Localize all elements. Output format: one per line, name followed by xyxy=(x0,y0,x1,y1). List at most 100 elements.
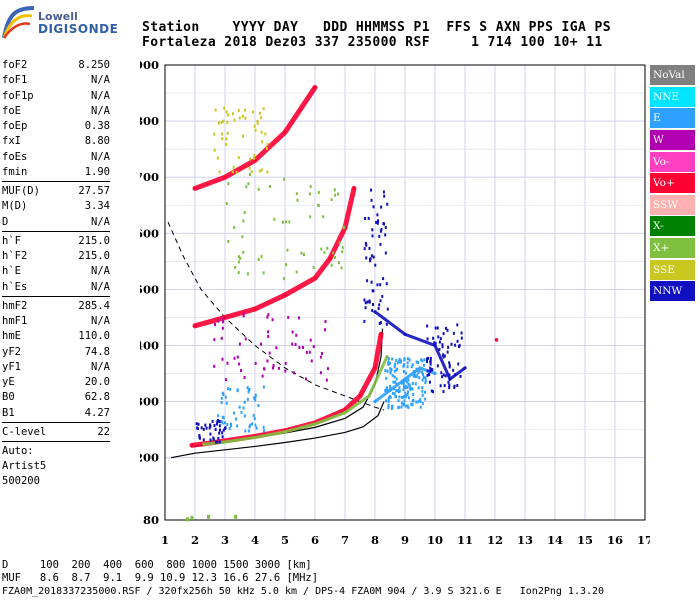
x-tick-label: 12 xyxy=(487,533,503,547)
echo-pixel xyxy=(402,369,405,373)
echo-pixel xyxy=(442,332,445,336)
echo-pixel xyxy=(243,414,246,418)
param-value: 3.34 xyxy=(84,200,110,213)
legend-item-sse: SSE xyxy=(650,259,695,280)
echo-pixel xyxy=(341,250,344,254)
ionogram-plot: 1234567891011121314151617802003004005006… xyxy=(140,58,650,547)
echo-pixel xyxy=(405,384,408,388)
echo-pixel xyxy=(418,369,421,373)
echo-pixel xyxy=(406,385,409,389)
echo-pixel xyxy=(309,185,312,189)
echo-pixel xyxy=(421,386,424,390)
echo-point xyxy=(328,256,332,261)
echo-pixel xyxy=(439,337,442,341)
echo-pixel xyxy=(254,395,257,399)
echo-pixel xyxy=(379,229,382,233)
echo-pixel xyxy=(217,414,220,418)
echo-pixel xyxy=(254,393,257,397)
echo-point xyxy=(343,411,347,415)
divider xyxy=(2,295,110,297)
echo-pixel xyxy=(379,321,382,325)
echo-pixel xyxy=(323,250,326,254)
echo-pixel xyxy=(385,322,388,326)
echo-pixel xyxy=(284,361,287,365)
echo-pixel xyxy=(391,373,394,377)
echo-pixel xyxy=(387,406,390,410)
echo-pixel xyxy=(326,367,329,371)
echo-pixel xyxy=(448,365,451,369)
echo-pixel xyxy=(395,377,398,381)
echo-pixel xyxy=(214,427,217,431)
echo-pixel xyxy=(418,376,421,380)
echo-pixel xyxy=(368,246,371,250)
param-name: hmE xyxy=(2,330,21,343)
echo-pixel xyxy=(221,137,224,141)
echo-pixel xyxy=(325,378,328,382)
echo-point xyxy=(223,175,227,179)
echo-pixel xyxy=(412,393,415,397)
echo-pixel xyxy=(382,190,385,194)
echo-pixel xyxy=(216,440,219,444)
echo-pixel xyxy=(228,427,231,431)
legend-item-x: X- xyxy=(650,216,695,237)
param-name: h`F xyxy=(2,234,21,247)
echo-pixel xyxy=(334,193,337,197)
echo-pixel xyxy=(400,401,403,405)
echo-pixel xyxy=(387,400,390,404)
echo-pixel xyxy=(317,190,320,194)
param-name: C-level xyxy=(2,425,47,438)
param-value: 20.0 xyxy=(84,376,110,388)
echo-pixel xyxy=(398,357,401,361)
echo-pixel xyxy=(429,356,432,360)
echo-pixel xyxy=(386,369,389,373)
echo-point xyxy=(193,186,197,191)
param-row-mufd: MUF(D) 27.57 xyxy=(2,184,110,199)
echo-pixel xyxy=(446,350,449,354)
echo-pixel xyxy=(195,422,198,426)
echo-pixel xyxy=(436,364,439,368)
echo-pixel xyxy=(445,326,448,330)
x-tick-label: 17 xyxy=(637,533,650,547)
logo-line1: Lowell xyxy=(38,10,78,23)
echo-pixel xyxy=(241,114,244,118)
echo-pixel xyxy=(384,389,387,393)
echo-pixel xyxy=(448,373,451,377)
echo-pixel xyxy=(404,371,407,375)
echo-pixel xyxy=(272,366,275,370)
echo-pixel xyxy=(376,221,379,225)
echo-pixel xyxy=(218,428,221,432)
echo-pixel xyxy=(408,358,411,362)
echo-pixel xyxy=(417,371,420,375)
echo-pixel xyxy=(320,351,323,355)
echo-pixel xyxy=(420,358,423,362)
echo-pixel xyxy=(447,380,450,384)
echo-pixel xyxy=(390,368,393,372)
echo-pixel xyxy=(426,324,429,328)
echo-pixel xyxy=(287,315,290,319)
echo-pixel xyxy=(376,219,379,223)
echo-pixel xyxy=(333,188,336,192)
echo-pixel xyxy=(429,362,432,366)
echo-pixel xyxy=(211,419,214,423)
header-values: Fortaleza 2018 Dez03 337 235000 RSF 1 71… xyxy=(142,35,603,50)
echo-pixel xyxy=(403,399,406,403)
echo-pixel xyxy=(221,357,224,361)
echo-pixel xyxy=(225,142,228,146)
echo-pixel xyxy=(424,381,427,385)
echo-pixel xyxy=(224,421,227,425)
param-row-fof1p: foF1p N/A xyxy=(2,89,110,104)
echo-pixel xyxy=(404,391,407,395)
echo-pixel xyxy=(319,355,322,359)
echo-pixel xyxy=(400,381,403,385)
echo-pixel xyxy=(434,341,437,345)
echo-pixel xyxy=(400,405,403,409)
echo-pixel xyxy=(198,434,201,438)
echo-pixel xyxy=(330,198,333,202)
echo-pixel xyxy=(430,389,433,393)
echo-pixel xyxy=(221,431,224,435)
file-footer: FZA0M_2018337235000.RSF / 320fx256h 50 k… xyxy=(2,586,605,597)
echo-pixel xyxy=(442,355,445,359)
echo-pixel xyxy=(242,250,245,254)
echo-pixel xyxy=(309,215,312,219)
echo-pixel xyxy=(397,399,400,403)
